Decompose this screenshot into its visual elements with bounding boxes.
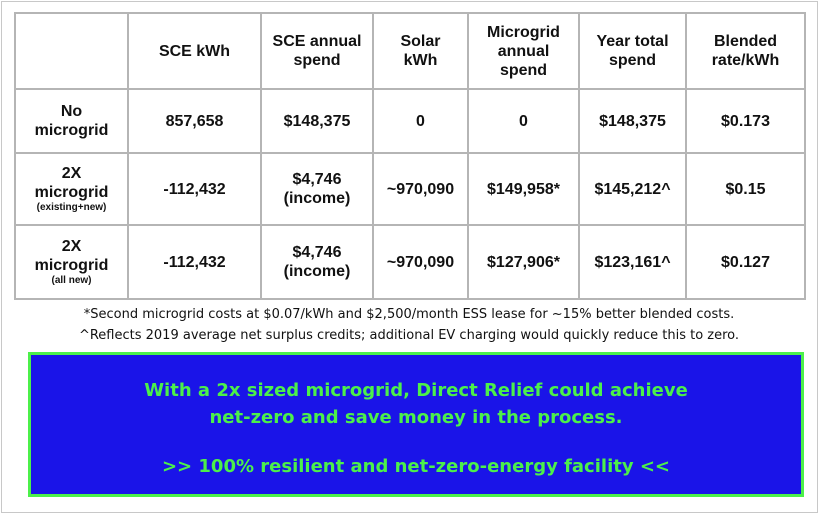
header-text: SCE annual <box>272 33 362 50</box>
row-label-text: No <box>60 103 83 120</box>
cell-text: $4,746 <box>292 171 342 188</box>
cell-text: $148,375 <box>283 112 351 130</box>
header-row: SCE kWh SCE annual spend Solar kWh Microgrid a… <box>14 12 806 90</box>
notes: *Second microgrid costs at $0.07/kWh and… <box>14 304 804 346</box>
cell-text: ~970,090 <box>386 253 455 271</box>
cell-text: $0.127 <box>721 253 770 271</box>
column-header: SCE kWh <box>127 12 262 90</box>
cell-text: ~970,090 <box>386 180 455 198</box>
header-text: SCE kWh <box>158 42 231 60</box>
table-cell: $149,958* <box>467 152 580 226</box>
cell-text: $148,375 <box>599 112 666 130</box>
column-header: Blended rate/kWh <box>685 12 806 90</box>
banner: With a 2x sized microgrid, Direct Relief… <box>28 352 804 497</box>
header-text: annual <box>497 42 550 60</box>
row-sublabel: (all new) <box>51 275 92 286</box>
table-cell: $148,375 <box>260 88 374 154</box>
row-label: No microgrid <box>14 88 129 154</box>
table-cell: $123,161^ <box>578 224 687 300</box>
banner-line: net-zero and save money in the process. <box>209 407 623 428</box>
table-cell: $4,746 (income) <box>260 152 374 226</box>
header-text: spend <box>499 61 548 79</box>
column-header: Microgrid annual spend <box>467 12 580 90</box>
cell-text: (income) <box>283 190 351 207</box>
table-cell: $0.173 <box>685 88 806 154</box>
table-cell: 0 <box>467 88 580 154</box>
header-text: kWh <box>403 52 438 69</box>
header-text: spend <box>608 52 657 69</box>
header-text: Solar <box>400 33 441 50</box>
row-label-text: microgrid <box>34 257 109 274</box>
cell-text: $149,958* <box>487 180 560 198</box>
table-row: 2X microgrid (existing+new) -112,432 $4,746 (… <box>14 152 806 226</box>
table-cell: $145,212^ <box>578 152 687 226</box>
row-label: 2X microgrid (existing+new) <box>14 152 129 226</box>
row-label-text: 2X <box>61 238 82 255</box>
table-cell: ~970,090 <box>372 152 469 226</box>
corner-cell <box>14 12 129 90</box>
cell-text: $0.15 <box>725 180 766 198</box>
table-cell: ~970,090 <box>372 224 469 300</box>
cell-text: -112,432 <box>163 253 226 271</box>
row-label-text: microgrid <box>34 122 109 139</box>
footnote: ^Reflects 2019 average net surplus credi… <box>78 328 740 343</box>
table-cell: $0.15 <box>685 152 806 226</box>
row-sublabel: (existing+new) <box>36 202 107 213</box>
cell-text: 0 <box>416 112 425 130</box>
table-cell: -112,432 <box>127 152 262 226</box>
column-header: Solar kWh <box>372 12 469 90</box>
cell-text: $127,906* <box>487 253 560 271</box>
table-row: 2X microgrid (all new) -112,432 $4,746 (incom… <box>14 224 806 300</box>
cell-text: $145,212^ <box>594 180 671 198</box>
cell-text: $4,746 <box>292 244 342 261</box>
table-row: No microgrid 857,658 $148,375 0 0 $148,375 $0.1… <box>14 88 806 154</box>
cell-text: 0 <box>519 112 528 130</box>
header-text: rate/kWh <box>711 52 780 69</box>
table-cell: $4,746 (income) <box>260 224 374 300</box>
table-cell: -112,432 <box>127 224 262 300</box>
header-text: spend <box>293 52 341 69</box>
row-label-text: 2X <box>61 165 82 182</box>
cell-text: 857,658 <box>165 112 224 130</box>
banner-line: >> 100% resilient and net-zero-energy fa… <box>161 456 671 477</box>
table-cell: 857,658 <box>127 88 262 154</box>
cell-text: $0.173 <box>721 112 770 130</box>
header-text: Year total <box>596 33 669 50</box>
header-text: Blended <box>713 33 778 50</box>
column-header: Year total spend <box>578 12 687 90</box>
footnote: *Second microgrid costs at $0.07/kWh and… <box>83 307 735 322</box>
header-text: Microgrid <box>487 23 560 41</box>
table-cell: 0 <box>372 88 469 154</box>
row-label: 2X microgrid (all new) <box>14 224 129 300</box>
table-cell: $127,906* <box>467 224 580 300</box>
cell-text: -112,432 <box>163 180 226 198</box>
row-label-text: microgrid <box>34 184 109 201</box>
cell-text: (income) <box>283 263 351 280</box>
table-cell: $0.127 <box>685 224 806 300</box>
banner-line: With a 2x sized microgrid, Direct Relief… <box>144 380 688 401</box>
column-header: SCE annual spend <box>260 12 374 90</box>
cell-text: $123,161^ <box>594 253 671 271</box>
table-cell: $148,375 <box>578 88 687 154</box>
data-table: SCE kWh SCE annual spend Solar kWh Microgrid a… <box>14 12 806 300</box>
